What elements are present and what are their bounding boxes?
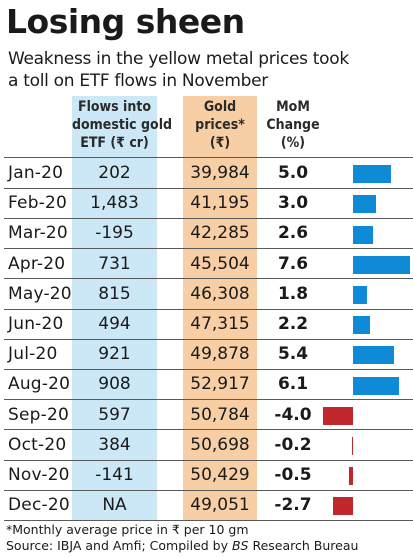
gold-column-header: Gold prices* (₹) — [183, 98, 257, 152]
mom-change-value: 2.2 — [277, 314, 309, 334]
month-label: Dec-20 — [8, 495, 70, 516]
row-divider — [4, 368, 413, 370]
subtitle-line-1: Weakness in the yellow metal prices took — [8, 49, 349, 69]
mom-change-value: 3.0 — [277, 193, 309, 214]
mom-change-value: 5.4 — [277, 344, 309, 365]
row-divider — [4, 187, 413, 189]
flows-value: 1,483 — [90, 193, 139, 214]
source-suffix: Research Bureau — [248, 538, 359, 553]
mom-change-value: 7.6 — [277, 253, 309, 274]
mom-change-bar — [351, 436, 353, 455]
flows-value: -195 — [95, 223, 134, 244]
mom-change-value: -0.5 — [274, 465, 312, 485]
flows-value: 815 — [98, 283, 131, 304]
mom-header-line-3: (%) — [280, 135, 306, 151]
row-divider — [4, 519, 413, 521]
mom-change-bar — [353, 316, 370, 335]
mom-change-bar — [353, 195, 376, 214]
subtitle-line-2: a toll on ETF flows in November — [8, 71, 268, 91]
mom-header-line-2: Change — [266, 117, 320, 133]
month-label: Aug-20 — [8, 374, 71, 395]
month-label: Jan-20 — [8, 163, 64, 183]
mom-change-bar — [353, 225, 373, 244]
mom-header-line-1: MoM — [276, 99, 310, 115]
mom-change-bar — [353, 285, 367, 304]
mom-change-value: 1.8 — [277, 283, 309, 304]
month-label: Mar-20 — [8, 223, 68, 244]
footnote-note: *Monthly average price in ₹ per 10 gm — [6, 522, 249, 537]
flows-value: 908 — [98, 374, 131, 395]
gold-price-value: 50,784 — [190, 404, 250, 425]
row-divider — [4, 399, 413, 401]
flows-value: NA — [102, 495, 127, 516]
gold-price-value: 39,984 — [190, 163, 250, 183]
flows-value: 494 — [98, 314, 131, 334]
gold-price-value: 49,051 — [190, 495, 250, 516]
month-label: Oct-20 — [8, 434, 67, 455]
month-label: Feb-20 — [8, 193, 68, 214]
flows-header-line-1: Flows into — [77, 99, 152, 115]
month-label: Apr-20 — [8, 253, 66, 274]
mom-change-bar — [353, 165, 391, 184]
gold-price-value: 46,308 — [190, 283, 250, 304]
source-italic: BS — [231, 538, 249, 553]
row-divider — [4, 217, 413, 219]
gold-header-line-3: (₹) — [209, 135, 231, 151]
flows-column-header: Flows into domestic gold ETF (₹ cr) — [72, 98, 173, 152]
flows-header-line-2: domestic gold — [72, 117, 173, 133]
flows-value: 921 — [98, 344, 131, 365]
gold-price-value: 50,429 — [190, 465, 250, 485]
flows-value: 384 — [98, 434, 131, 455]
mom-change-bar — [349, 467, 353, 486]
month-label: Sep-20 — [8, 404, 70, 425]
mom-change-value: 6.1 — [277, 374, 309, 395]
row-divider — [4, 248, 413, 250]
gold-price-value: 42,285 — [190, 223, 250, 244]
chart-subtitle: Weakness in the yellow metal prices took… — [8, 48, 408, 92]
flows-value: -141 — [95, 465, 134, 485]
row-divider — [4, 489, 413, 491]
mom-column-header: MoM Change (%) — [257, 98, 329, 152]
gold-price-value: 49,878 — [190, 344, 250, 365]
month-label: Nov-20 — [8, 465, 70, 485]
mom-change-value: 2.6 — [277, 223, 309, 244]
mom-change-bar — [353, 346, 394, 365]
month-label: Jul-20 — [8, 344, 58, 365]
mom-change-value: -4.0 — [274, 404, 312, 425]
month-label: Jun-20 — [8, 314, 64, 334]
gold-price-value: 52,917 — [190, 374, 250, 395]
chart-title: Losing sheen — [6, 2, 245, 41]
flows-value: 202 — [98, 163, 131, 183]
mom-change-bar — [353, 255, 410, 274]
mom-change-bar — [353, 376, 399, 395]
flows-value: 597 — [98, 404, 131, 425]
gold-price-value: 41,195 — [190, 193, 250, 214]
gold-header-line-2: prices* — [195, 117, 245, 133]
row-divider — [4, 157, 413, 158]
flows-header-line-3: ETF (₹ cr) — [80, 135, 149, 151]
gold-price-value: 50,698 — [190, 434, 250, 455]
mom-change-value: -0.2 — [274, 434, 312, 455]
flows-value: 731 — [98, 253, 131, 274]
gold-price-value: 47,315 — [190, 314, 250, 334]
gold-header-line-1: Gold — [203, 99, 237, 115]
mom-change-value: -2.7 — [274, 495, 312, 516]
mom-change-value: 5.0 — [277, 163, 309, 183]
gold-column-background — [183, 96, 257, 520]
row-divider — [4, 338, 413, 340]
gold-price-value: 45,504 — [190, 253, 250, 274]
flows-column-background — [72, 96, 157, 520]
footnote-source: Source: IBJA and Amfi; Compiled by BS Re… — [6, 538, 358, 554]
row-divider — [4, 278, 413, 280]
row-divider — [4, 429, 413, 431]
row-divider — [4, 308, 413, 310]
month-label: May-20 — [8, 283, 72, 304]
mom-change-bar — [323, 406, 353, 425]
row-divider — [4, 459, 413, 461]
mom-change-bar — [332, 497, 353, 516]
source-prefix: Source: IBJA and Amfi; Compiled by — [6, 538, 232, 553]
